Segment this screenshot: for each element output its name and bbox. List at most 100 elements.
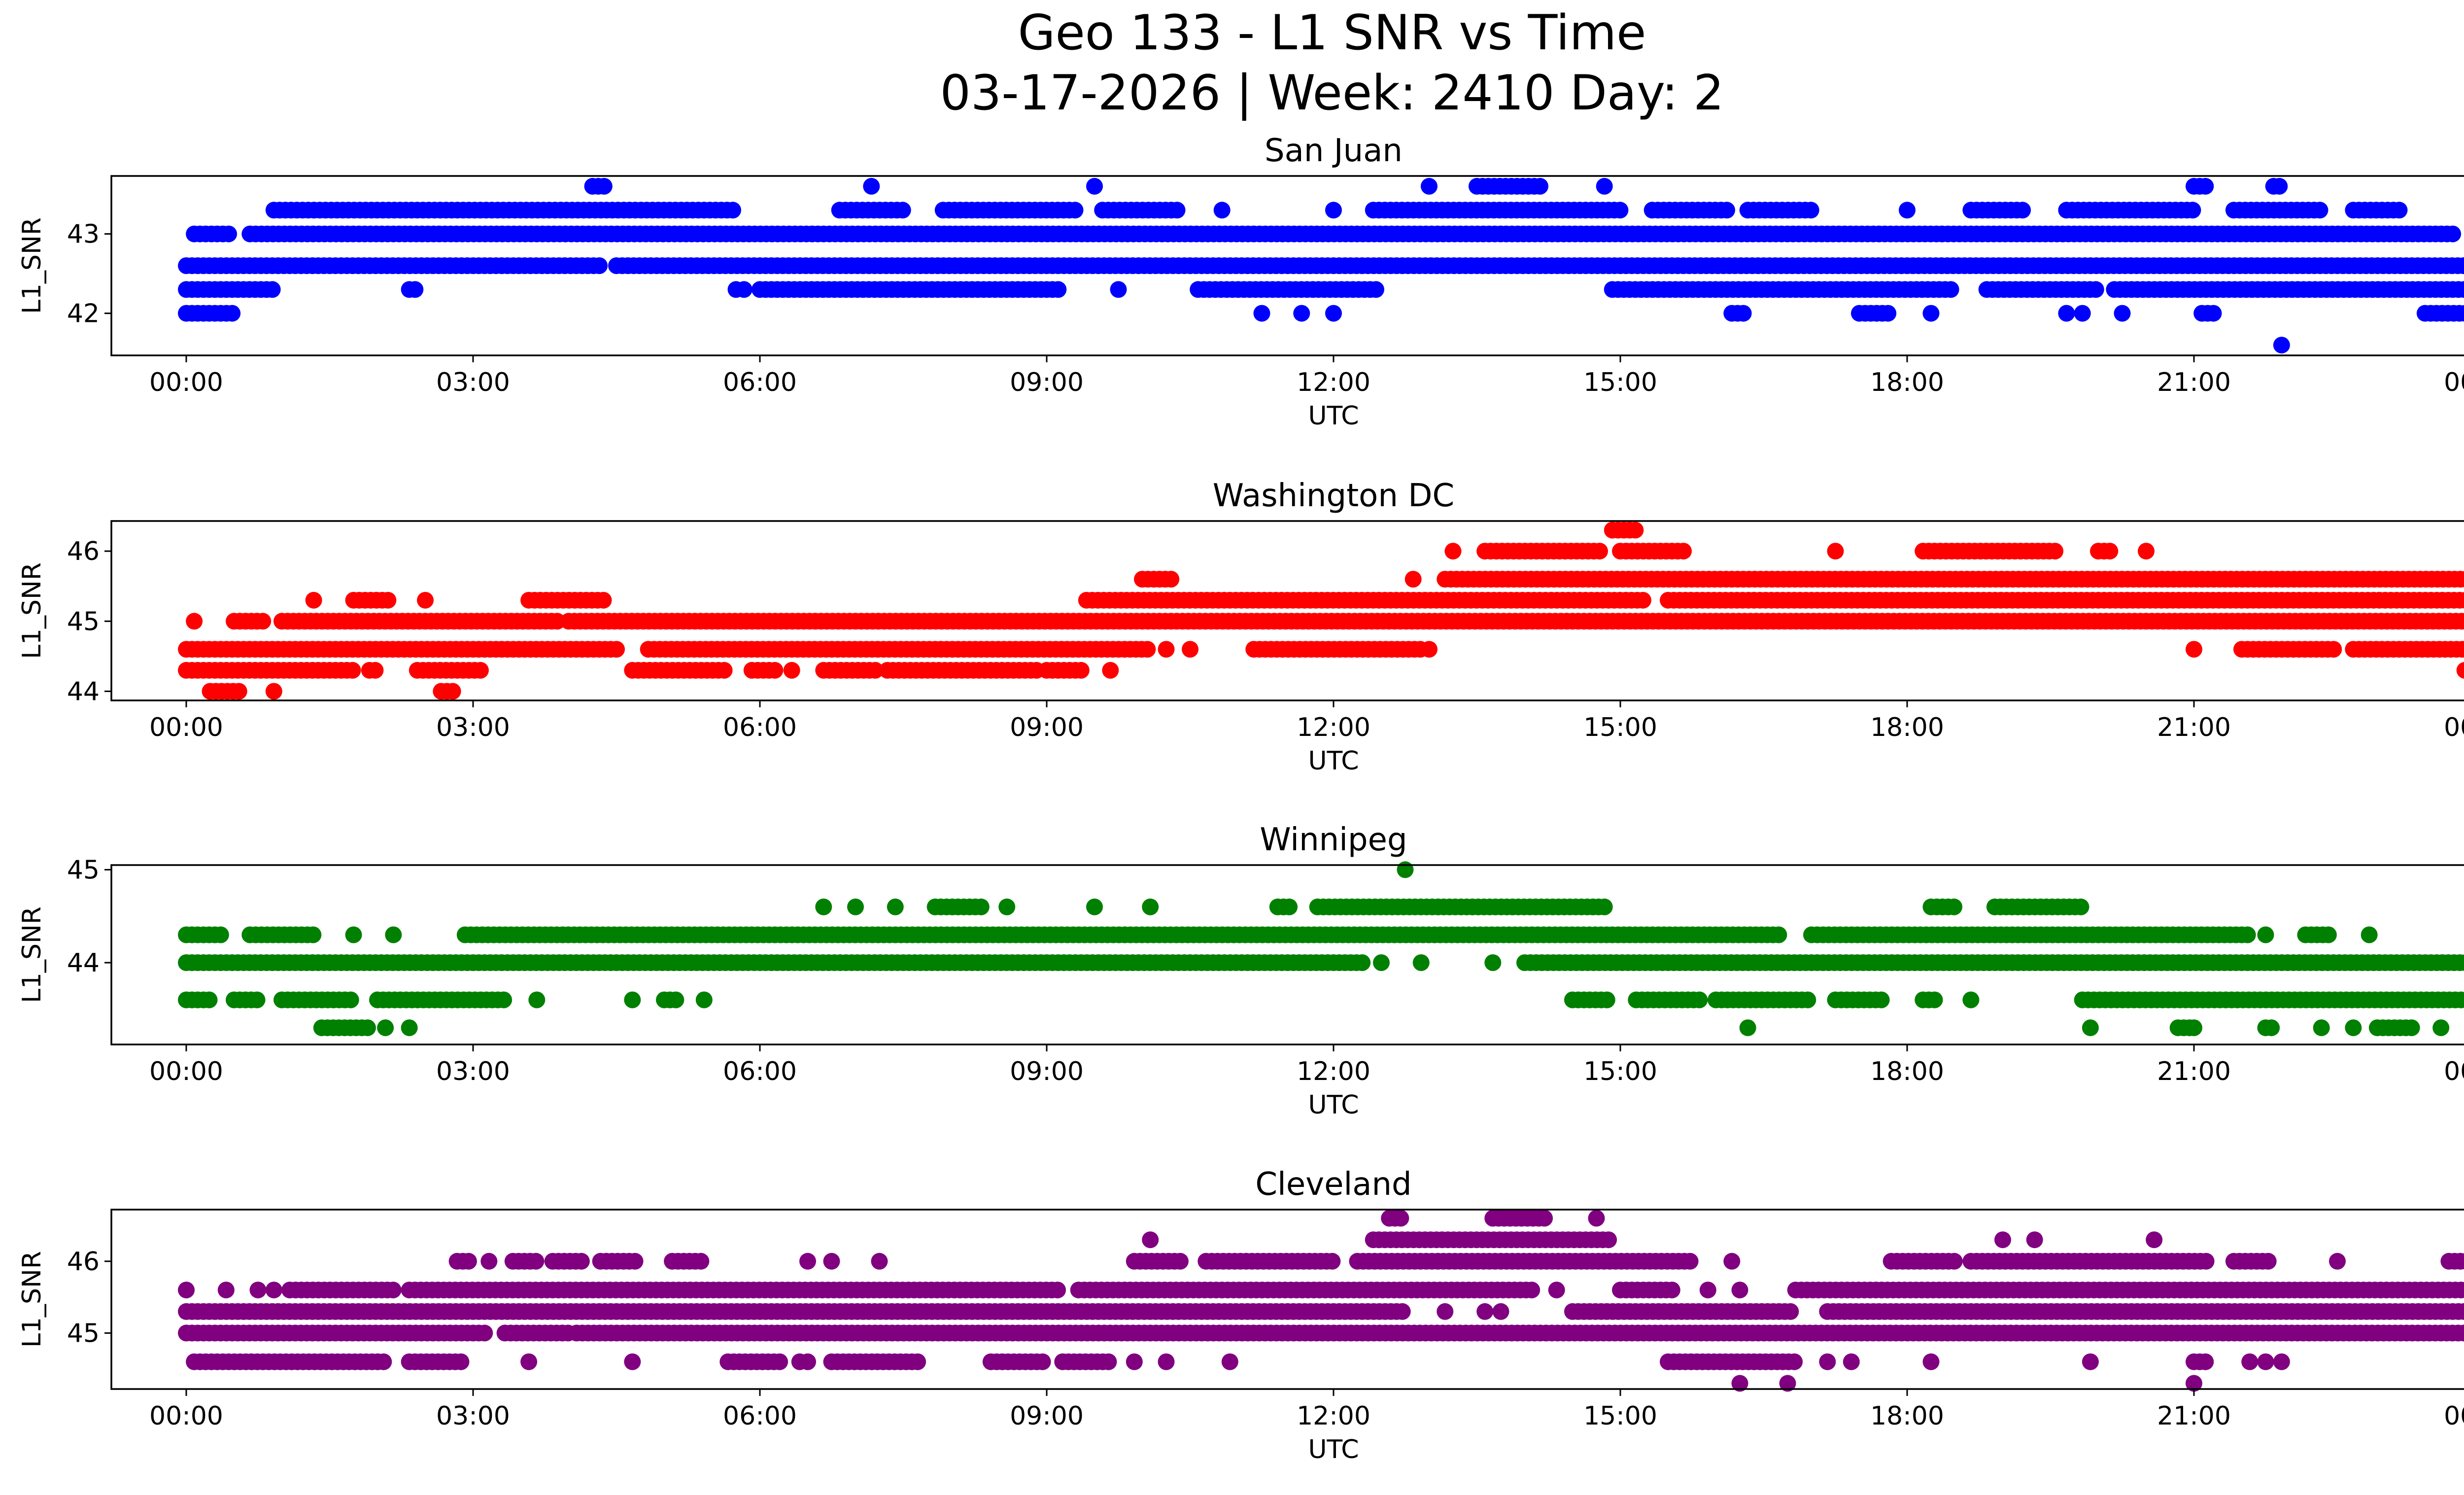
data-point bbox=[1293, 305, 1310, 322]
data-point bbox=[2241, 1353, 2259, 1370]
data-point bbox=[1843, 1353, 1860, 1370]
data-point bbox=[1699, 1282, 1716, 1299]
data-point bbox=[1281, 898, 1298, 915]
data-point bbox=[1735, 305, 1752, 322]
data-point bbox=[2197, 177, 2214, 195]
data-point bbox=[2014, 202, 2031, 219]
x-tick-label: 15:00 bbox=[1583, 1057, 1657, 1086]
data-point bbox=[1253, 305, 1270, 322]
data-point bbox=[249, 1282, 267, 1299]
x-tick-label: 09:00 bbox=[1010, 713, 1084, 742]
data-point bbox=[444, 683, 461, 700]
data-point bbox=[1163, 571, 1180, 588]
figure-title-line2: 03-17-2026 | Week: 2410 Day: 2 bbox=[940, 65, 1724, 121]
data-point bbox=[305, 926, 322, 943]
data-point bbox=[385, 926, 402, 943]
data-point bbox=[2345, 1019, 2362, 1037]
data-point bbox=[887, 898, 904, 915]
x-tick-label: 06:00 bbox=[723, 713, 797, 742]
data-point bbox=[452, 1353, 470, 1370]
data-point bbox=[1404, 571, 1422, 588]
data-point bbox=[217, 1282, 235, 1299]
data-point bbox=[1072, 661, 1090, 679]
data-point bbox=[1421, 641, 1437, 658]
data-point bbox=[1946, 898, 1963, 915]
data-point bbox=[520, 1353, 538, 1370]
subplot-title: San Juan bbox=[1265, 133, 1403, 169]
data-point bbox=[2072, 898, 2089, 915]
data-point bbox=[1394, 1303, 1411, 1320]
data-point bbox=[1325, 202, 1342, 219]
data-point bbox=[2239, 926, 2256, 943]
data-point bbox=[1786, 1353, 1803, 1370]
data-point bbox=[460, 1252, 477, 1270]
x-tick-label: 00:00 bbox=[149, 1057, 223, 1086]
data-point bbox=[212, 926, 229, 943]
data-point bbox=[401, 1019, 418, 1037]
data-point bbox=[1819, 1353, 1836, 1370]
data-point bbox=[1611, 202, 1629, 219]
data-point bbox=[220, 225, 237, 243]
y-tick-label: 45 bbox=[67, 855, 100, 885]
figure-title-line1: Geo 133 - L1 SNR vs Time bbox=[1018, 5, 1646, 61]
data-point bbox=[1158, 641, 1175, 658]
data-point bbox=[1634, 591, 1651, 609]
data-point bbox=[2101, 543, 2119, 560]
data-point bbox=[2074, 305, 2091, 322]
data-point bbox=[1182, 641, 1198, 658]
data-point bbox=[1444, 543, 1462, 560]
data-point bbox=[548, 613, 566, 630]
data-point bbox=[528, 991, 546, 1008]
data-point bbox=[2462, 283, 2464, 296]
data-point bbox=[344, 661, 361, 679]
data-point bbox=[2325, 641, 2342, 658]
x-tick-label: 15:00 bbox=[1583, 713, 1657, 742]
data-point bbox=[863, 177, 880, 195]
data-point bbox=[1627, 522, 1644, 539]
series-points bbox=[178, 1210, 2464, 1392]
x-axis-label: UTC bbox=[1308, 401, 1359, 431]
data-point bbox=[2432, 1019, 2450, 1037]
subplot-title: Washington DC bbox=[1213, 478, 1454, 514]
data-point bbox=[1102, 661, 1119, 679]
data-point bbox=[2459, 613, 2464, 629]
data-point bbox=[1049, 1282, 1066, 1299]
x-tick-label: 12:00 bbox=[1297, 713, 1370, 742]
data-point bbox=[972, 898, 990, 915]
data-point bbox=[480, 1252, 498, 1270]
data-point bbox=[1412, 954, 1430, 971]
data-point bbox=[1126, 1353, 1143, 1370]
data-point bbox=[1731, 1375, 1748, 1392]
x-tick-label: 12:00 bbox=[1297, 1057, 1370, 1086]
data-point bbox=[1962, 991, 1980, 1008]
data-point bbox=[2456, 281, 2464, 298]
data-point bbox=[254, 613, 272, 630]
data-point bbox=[1213, 202, 1231, 219]
data-point bbox=[1596, 898, 1613, 915]
x-tick-label: 18:00 bbox=[1870, 1057, 1944, 1086]
data-point bbox=[1548, 1282, 1565, 1299]
data-point bbox=[1368, 281, 1384, 298]
data-point bbox=[2186, 1019, 2202, 1037]
data-point bbox=[724, 202, 741, 219]
series-points bbox=[178, 522, 2464, 700]
data-point bbox=[230, 683, 247, 700]
x-tick-label: 03:00 bbox=[436, 713, 510, 742]
data-point bbox=[1922, 305, 1940, 322]
data-point bbox=[1802, 202, 1819, 219]
data-point bbox=[2257, 1353, 2274, 1370]
x-tick-label: 21:00 bbox=[2157, 368, 2231, 397]
subplot-title: Winnipeg bbox=[1260, 822, 1407, 858]
data-point bbox=[417, 591, 434, 609]
x-tick-label: 03:00 bbox=[436, 368, 510, 397]
subplot-title: Cleveland bbox=[1255, 1166, 1411, 1203]
data-point bbox=[1066, 202, 1084, 219]
data-point bbox=[591, 257, 608, 274]
data-point bbox=[2463, 596, 2464, 605]
x-tick-label: 21:00 bbox=[2157, 1057, 2231, 1086]
x-tick-label: 21:00 bbox=[2157, 713, 2231, 742]
y-tick-label: 44 bbox=[67, 948, 100, 978]
